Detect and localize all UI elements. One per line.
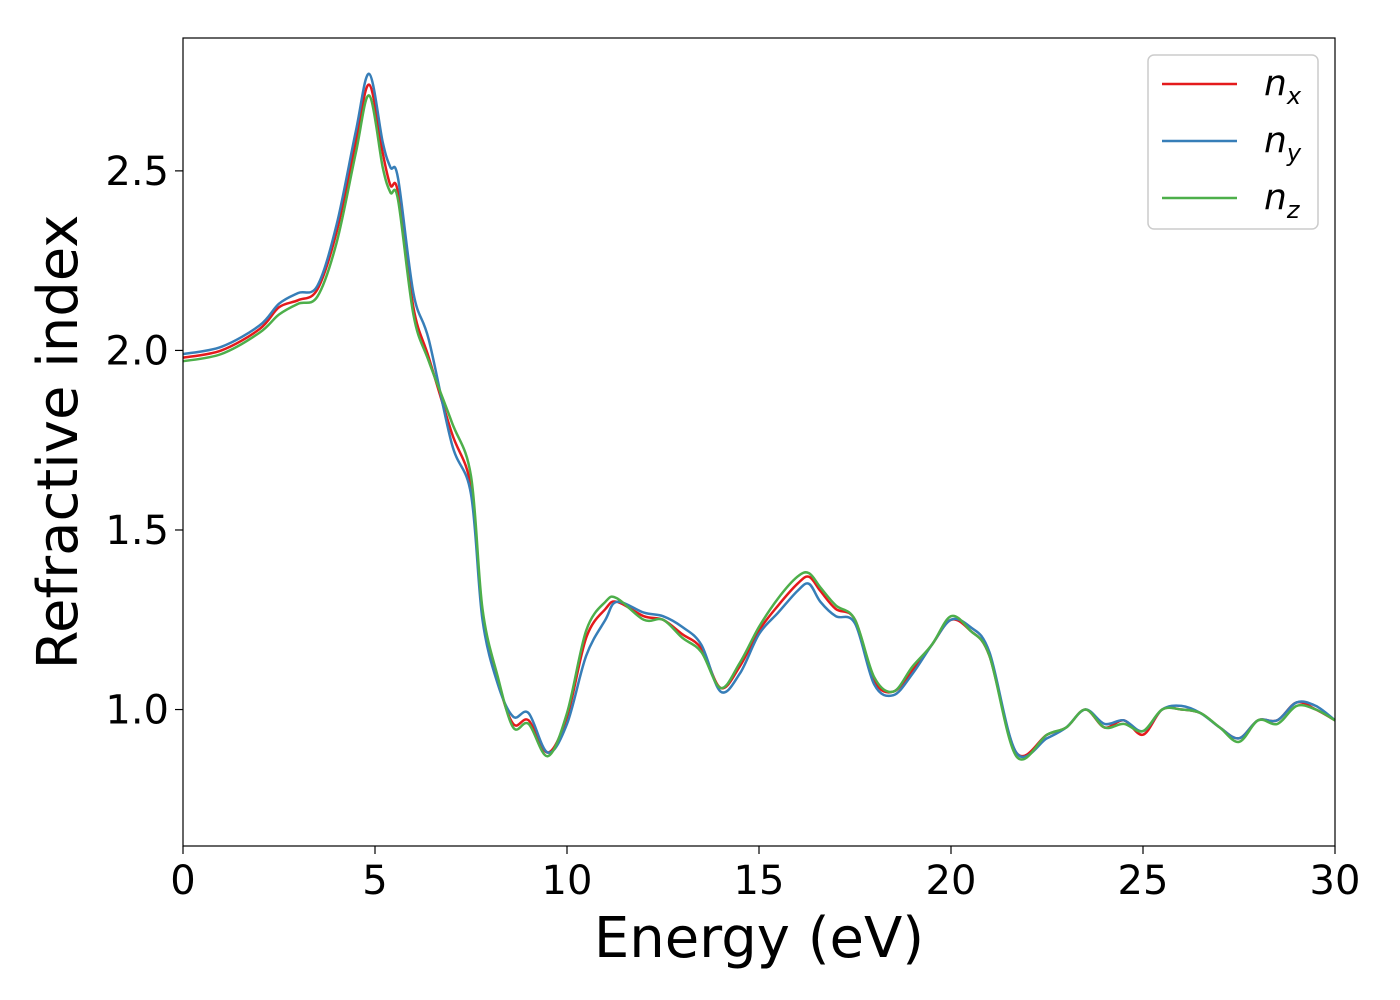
x-tick-label: 10 — [542, 858, 593, 904]
x-axis-label: Energy (eV) — [594, 906, 924, 971]
legend-label-z: nz — [1264, 177, 1301, 224]
y-tick-label: 1.0 — [105, 688, 169, 734]
x-tick-label: 5 — [362, 858, 387, 904]
y-tick-label: 2.0 — [105, 328, 169, 374]
legend: nx ny nz — [1147, 54, 1319, 230]
x-tick-label: 20 — [926, 858, 977, 904]
series-line-y — [182, 72, 1336, 759]
x-tick-label: 30 — [1310, 858, 1361, 904]
legend-label-y: ny — [1264, 120, 1302, 167]
y-axis-label: Refractive index — [26, 215, 91, 670]
x-tick-label: 0 — [170, 858, 195, 904]
x-tick-label: 25 — [1118, 858, 1169, 904]
y-axis: 1.0 1.5 2.0 2.5 — [105, 149, 183, 734]
y-tick-label: 1.5 — [105, 508, 169, 554]
y-tick-label: 2.5 — [105, 149, 169, 195]
x-tick-label: 15 — [734, 858, 785, 904]
x-axis: 0 5 10 15 20 25 30 — [170, 846, 1360, 904]
series-layer — [182, 72, 1336, 761]
plot-background — [183, 38, 1335, 846]
series-line-z — [182, 94, 1336, 761]
legend-label-x: nx — [1264, 63, 1302, 110]
